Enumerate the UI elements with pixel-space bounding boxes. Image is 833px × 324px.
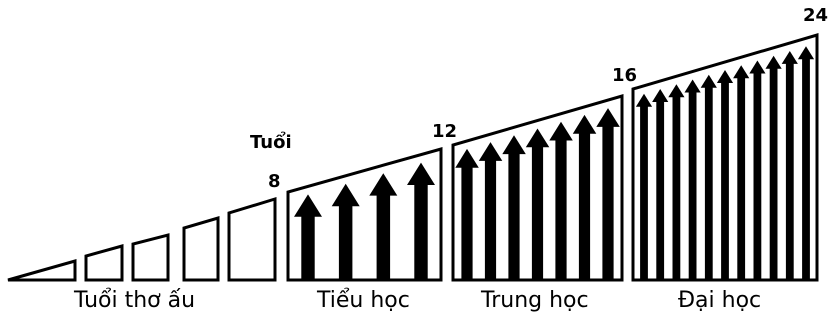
age-mark-12: 12 bbox=[432, 121, 458, 142]
stage-label-primary: Tiểu học bbox=[317, 288, 410, 313]
arrow-stage-2-4 bbox=[525, 128, 550, 279]
arrow-stage-1-1 bbox=[294, 194, 322, 279]
age-mark-24: 24 bbox=[803, 5, 829, 26]
frame-tieu-hoc bbox=[286, 147, 443, 282]
arrow-stage-1-3 bbox=[369, 173, 398, 279]
arrow-stage-3-8 bbox=[749, 60, 766, 279]
arrows-group bbox=[294, 46, 815, 280]
stage-label-university: Đại học bbox=[678, 288, 762, 313]
block-5 bbox=[227, 196, 277, 282]
axis-title-age: Tuổi bbox=[250, 132, 292, 153]
block-4 bbox=[182, 215, 220, 282]
arrow-stage-2-3 bbox=[502, 135, 526, 279]
arrow-stage-2-2 bbox=[478, 142, 503, 279]
stage-label-early-childhood: Tuổi thơ ấu bbox=[74, 288, 196, 313]
block-1 bbox=[7, 259, 77, 282]
arrow-stage-2-6 bbox=[572, 114, 597, 280]
arrow-stage-2-1 bbox=[455, 148, 479, 279]
arrow-stage-3-7 bbox=[733, 65, 750, 279]
arrow-stage-3-3 bbox=[668, 84, 685, 279]
age-mark-16: 16 bbox=[612, 65, 638, 86]
stage-label-secondary: Trung học bbox=[481, 288, 589, 313]
arrow-stage-2-5 bbox=[549, 121, 573, 279]
arrow-stage-3-2 bbox=[652, 89, 669, 279]
block-3 bbox=[131, 233, 170, 282]
arrow-stage-3-11 bbox=[797, 46, 815, 280]
arrow-stage-1-4 bbox=[407, 162, 435, 279]
arrow-stage-3-10 bbox=[781, 51, 798, 279]
arrow-stage-1-2 bbox=[331, 183, 360, 279]
arrow-stage-2-7 bbox=[596, 108, 620, 279]
block-2 bbox=[84, 244, 124, 282]
arrow-stage-3-9 bbox=[765, 55, 782, 280]
stage-early-childhood-blocks bbox=[7, 196, 277, 282]
arrow-stage-3-1 bbox=[635, 93, 653, 279]
arrow-stage-3-6 bbox=[716, 70, 734, 279]
age-mark-8: 8 bbox=[268, 171, 281, 192]
arrow-stage-3-4 bbox=[684, 79, 701, 279]
arrow-stage-3-5 bbox=[700, 74, 717, 279]
